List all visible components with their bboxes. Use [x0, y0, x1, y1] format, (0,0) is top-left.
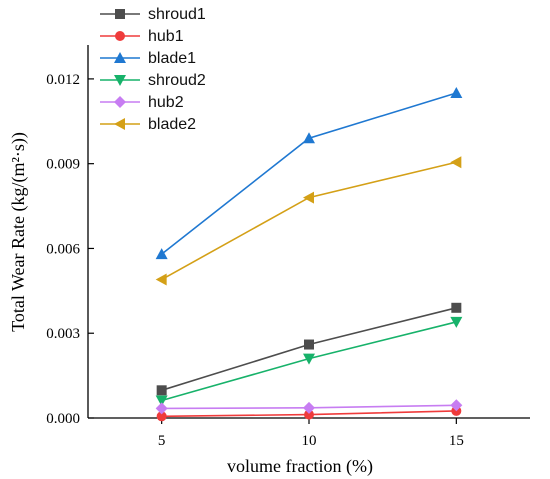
data-point-shroud2 — [303, 353, 315, 365]
data-point-shroud1 — [304, 339, 314, 350]
data-point-hub1 — [156, 411, 167, 422]
legend-marker-blade2 — [114, 118, 125, 130]
data-point-hub2 — [303, 401, 315, 414]
legend: shroud1 hub1 blade1 shroud2 hub2 blade2 — [100, 6, 206, 133]
data-point-hub1 — [304, 409, 314, 420]
y-tick-label: 0.009 — [46, 157, 80, 173]
y-tick-label: 0.003 — [46, 326, 80, 342]
legend-label-shroud1: shroud1 — [148, 6, 206, 23]
y-tick-label: 0.012 — [46, 72, 80, 88]
data-point-shroud1 — [451, 302, 462, 313]
y-tick-label: 0.000 — [46, 411, 80, 427]
series-line-blade2 — [161, 161, 457, 281]
x-ticks: 5 10 15 — [158, 418, 464, 449]
data-point-hub2 — [450, 399, 463, 412]
legend-marker-shroud1 — [115, 9, 125, 19]
legend-label-blade2: blade2 — [148, 116, 196, 133]
legend-label-blade1: blade1 — [148, 50, 196, 67]
legend-marker-shroud2 — [114, 75, 126, 86]
legend-label-shroud2: shroud2 — [148, 72, 206, 89]
data-point-blade2 — [155, 273, 167, 286]
data-point-shroud2 — [155, 395, 168, 407]
data-point-shroud2 — [450, 316, 463, 328]
y-tick-label: 0.006 — [46, 241, 80, 257]
legend-marker-hub2 — [114, 96, 126, 108]
data-point-blade1 — [303, 132, 315, 144]
x-tick-label: 15 — [449, 433, 464, 449]
y-ticks: 0.000 0.003 0.006 0.009 0.012 — [46, 72, 94, 427]
data-point-shroud1 — [156, 385, 167, 396]
legend-marker-blade1 — [114, 52, 126, 63]
data-point-blade2 — [450, 156, 462, 169]
x-tick-label: 10 — [302, 433, 317, 449]
data-point-hub2 — [155, 402, 168, 415]
series-markers — [155, 87, 463, 422]
data-point-blade1 — [450, 87, 463, 99]
legend-marker-hub1 — [115, 31, 125, 41]
y-axis-title: Total Wear Rate (kg/(m²·s)) — [8, 132, 29, 332]
legend-label-hub2: hub2 — [148, 94, 184, 111]
data-point-blade2 — [303, 191, 314, 204]
x-tick-label: 5 — [158, 433, 166, 449]
x-axis-title: volume fraction (%) — [227, 456, 373, 477]
data-point-blade1 — [155, 248, 168, 260]
legend-label-hub1: hub1 — [148, 28, 184, 45]
